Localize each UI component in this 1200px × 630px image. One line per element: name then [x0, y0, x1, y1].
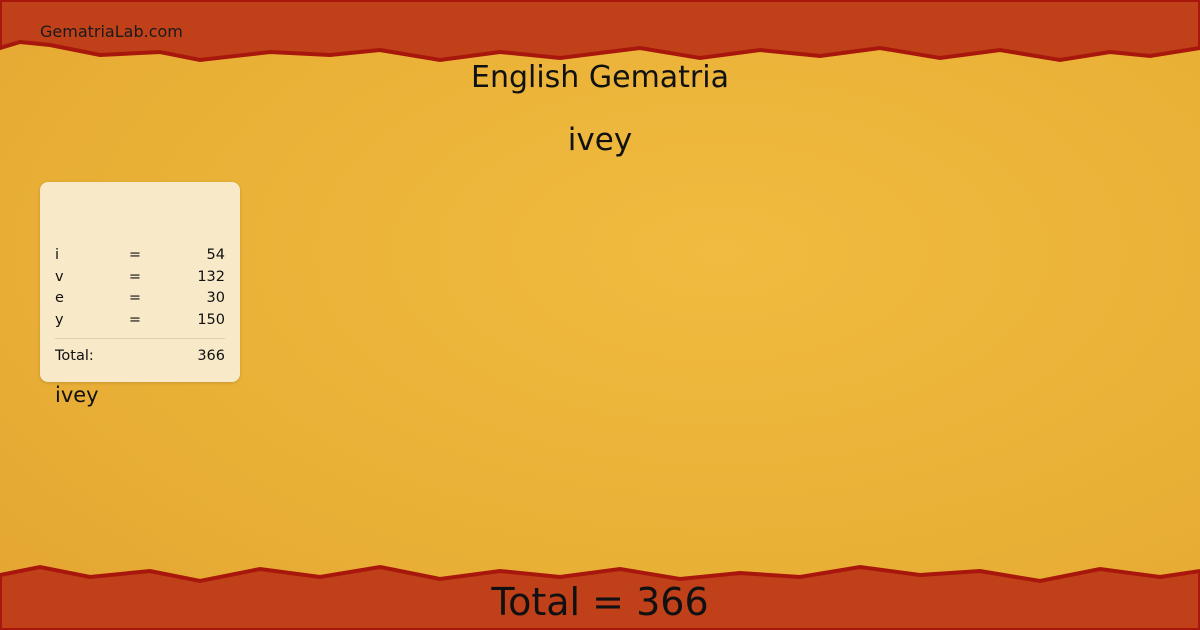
divider: [55, 338, 225, 339]
letter-row: v = 132: [55, 267, 225, 289]
card-total: Total: 366: [55, 348, 225, 364]
bottom-border: [0, 564, 1200, 630]
total-value: 366: [197, 348, 225, 364]
input-word: ivey: [567, 122, 633, 158]
equals-sign: =: [128, 268, 142, 285]
calculation-card: ivey i = 54 v = 132 e = 30 y = 150 Total: 366: [40, 182, 240, 407]
top-border: [0, 0, 1200, 63]
letter-row: y = 150: [55, 310, 225, 332]
footer-total: Total = 366: [491, 580, 709, 624]
equals-sign: =: [128, 290, 142, 306]
letter-row: i = 54: [55, 245, 225, 267]
letter-value: 132: [197, 268, 225, 285]
letter: y: [55, 311, 64, 328]
letter-value: 30: [206, 290, 225, 306]
page-title: English Gematria: [471, 60, 729, 95]
equals-sign: =: [128, 247, 142, 263]
letter-row: e = 30: [55, 288, 225, 310]
equals-sign: =: [128, 311, 142, 328]
site-logo-link[interactable]: GematriaLab.com: [40, 22, 183, 41]
letter: i: [55, 247, 60, 263]
card-word: ivey: [55, 383, 99, 407]
letter-value: 150: [197, 311, 225, 328]
letter: v: [55, 268, 64, 285]
total-label: Total:: [55, 348, 94, 364]
letter-values: i = 54 v = 132 e = 30 y = 150: [55, 245, 225, 331]
letter-value: 54: [206, 247, 225, 263]
letter: e: [55, 290, 64, 306]
